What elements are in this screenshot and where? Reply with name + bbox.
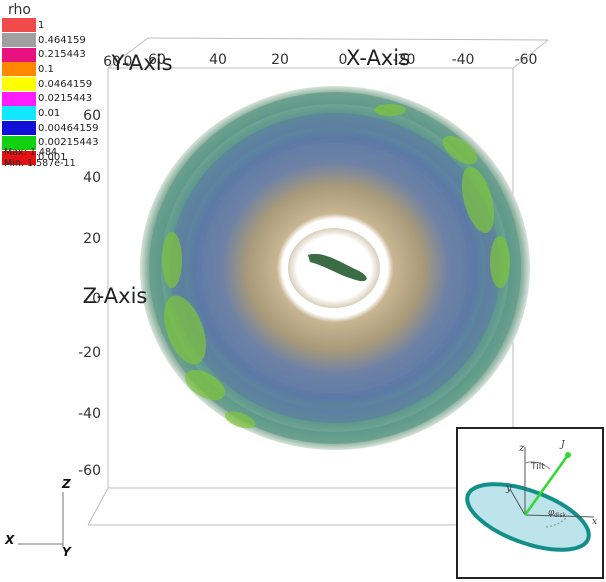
legend-swatch bbox=[2, 135, 36, 150]
color-legend: rho 1 0.464159 0.215443 0.1 0.0464159 0.02154… bbox=[2, 2, 152, 165]
z-tick: -20 bbox=[78, 345, 101, 361]
legend-swatch bbox=[2, 77, 36, 92]
x-tick: 20 bbox=[271, 52, 289, 68]
x-tick: -40 bbox=[452, 52, 475, 68]
z-axis-ticks: 60 40 20 0 -20 -40 -60 bbox=[78, 108, 101, 479]
legend-swatch bbox=[2, 33, 36, 48]
legend-entry: 0.0215443 bbox=[2, 91, 152, 106]
z-tick: -40 bbox=[78, 406, 101, 422]
y-axis-ticks: 0 60 bbox=[103, 54, 132, 70]
z-tick: 40 bbox=[83, 170, 101, 186]
legend-entry: 0.1 bbox=[2, 62, 152, 77]
vector-tip bbox=[565, 452, 571, 458]
legend-swatch bbox=[2, 121, 36, 136]
orient-y-label: Y bbox=[62, 545, 72, 559]
legend-entry: 0.464159 bbox=[2, 33, 152, 48]
angular-momentum-vector bbox=[523, 454, 570, 516]
y-tick: 0 bbox=[124, 54, 133, 70]
z-tick: 0 bbox=[92, 291, 101, 307]
z-tick: -60 bbox=[78, 463, 101, 479]
z-tick: 20 bbox=[83, 231, 101, 247]
legend-entry: 0.215443 bbox=[2, 47, 152, 62]
x-tick: -60 bbox=[515, 52, 538, 68]
x-tick: 40 bbox=[209, 52, 227, 68]
legend-label: 0.01 bbox=[38, 107, 61, 119]
legend-entry: 0.01 bbox=[2, 106, 152, 121]
legend-label: 0.0215443 bbox=[38, 93, 93, 105]
legend-title: rho bbox=[8, 2, 31, 18]
legend-swatch bbox=[2, 91, 36, 106]
legend-label: 0.00464159 bbox=[38, 122, 99, 134]
y-axis-title: Y-Axis bbox=[110, 51, 172, 75]
inset-phi-label: φ bbox=[548, 508, 555, 518]
legend-entry: 0.0464159 bbox=[2, 77, 152, 92]
green-clumps bbox=[162, 104, 510, 429]
legend-label: 0.001 bbox=[38, 152, 67, 164]
orient-x-label: X bbox=[4, 533, 15, 547]
tilted-disk bbox=[465, 482, 591, 552]
legend-swatch bbox=[2, 18, 36, 33]
legend-label: 1 bbox=[38, 19, 45, 31]
inset-x-label: x bbox=[592, 517, 597, 527]
inner-hole bbox=[288, 228, 380, 308]
y-tick: 60 bbox=[103, 54, 121, 70]
inset-tilt-label: Tilt bbox=[530, 462, 545, 472]
legend-label: 0.00215443 bbox=[38, 137, 99, 149]
z-axis-title: Z-Axis bbox=[83, 284, 148, 308]
x-tick: 60 bbox=[148, 52, 166, 68]
legend-swatch bbox=[2, 106, 36, 121]
z-tick: 60 bbox=[83, 108, 101, 124]
x-tick: 0 bbox=[339, 52, 348, 68]
legend-swatch bbox=[2, 150, 36, 165]
legend-label: 0.0464159 bbox=[38, 78, 93, 90]
orientation-triad: Z X Y bbox=[4, 477, 72, 559]
tilt-arc bbox=[524, 461, 551, 470]
legend-entry: 1 bbox=[2, 18, 152, 33]
legend-label: 0.215443 bbox=[38, 49, 86, 61]
legend-entry: 0.001 bbox=[2, 150, 152, 165]
legend-label: 0.464159 bbox=[38, 34, 86, 46]
legend-label: 0.1 bbox=[38, 63, 54, 75]
inset-y-label: y bbox=[505, 483, 512, 494]
legend-entries: 1 0.464159 0.215443 0.1 0.0464159 0.0215443 0.… bbox=[2, 18, 152, 165]
legend-swatch bbox=[2, 62, 36, 77]
inset-z-label: z bbox=[518, 443, 525, 454]
legend-max: Max: 1.484 bbox=[4, 147, 58, 158]
tilt-inset-diagram: z y x J Tilt φ disk bbox=[456, 427, 604, 579]
x-axis-line bbox=[524, 514, 595, 518]
x-tick: -20 bbox=[393, 52, 416, 68]
inset-phi-subscript: disk bbox=[554, 512, 567, 519]
legend-entry: 0.00215443 bbox=[2, 135, 152, 151]
x-axis-title: X-Axis bbox=[346, 46, 410, 70]
orient-z-label: Z bbox=[61, 477, 71, 491]
y-axis-line bbox=[509, 488, 526, 516]
legend-entry: 0.00464159 bbox=[2, 121, 152, 136]
inset-j-label: J bbox=[559, 440, 566, 450]
legend-swatch bbox=[2, 47, 36, 62]
legend-min: Min: 1.587e-11 bbox=[4, 158, 76, 169]
x-axis-ticks: 60 40 20 0 -20 -40 -60 bbox=[148, 52, 537, 68]
